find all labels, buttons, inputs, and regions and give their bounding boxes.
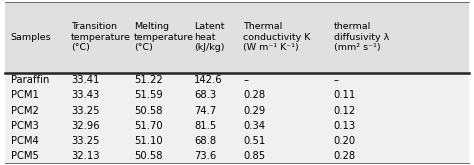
Text: 51.59: 51.59: [134, 90, 163, 100]
Text: 0.51: 0.51: [243, 136, 265, 146]
Text: 33.25: 33.25: [71, 136, 100, 146]
Bar: [5, 88, 469, 103]
Bar: [5, 73, 469, 88]
Bar: [5, 148, 469, 163]
Text: –: –: [243, 75, 248, 85]
Text: 0.28: 0.28: [334, 151, 356, 161]
Text: 33.43: 33.43: [71, 90, 100, 100]
Text: 51.22: 51.22: [134, 75, 163, 85]
Text: 68.8: 68.8: [194, 136, 217, 146]
Text: 73.6: 73.6: [194, 151, 217, 161]
Text: 51.70: 51.70: [134, 121, 163, 131]
Text: Samples: Samples: [11, 33, 51, 42]
Text: 0.34: 0.34: [243, 121, 265, 131]
Text: 68.3: 68.3: [194, 90, 217, 100]
Text: 0.85: 0.85: [243, 151, 265, 161]
Bar: [5, 103, 469, 118]
Text: 81.5: 81.5: [194, 121, 217, 131]
Text: 50.58: 50.58: [134, 151, 163, 161]
Text: PCM2: PCM2: [11, 106, 39, 116]
Text: Paraffin: Paraffin: [11, 75, 49, 85]
Text: 32.13: 32.13: [71, 151, 100, 161]
Text: 0.12: 0.12: [334, 106, 356, 116]
Text: 0.28: 0.28: [243, 90, 265, 100]
Text: thermal
diffusivity λ
(mm² s⁻¹): thermal diffusivity λ (mm² s⁻¹): [334, 22, 389, 52]
Text: PCM3: PCM3: [11, 121, 38, 131]
Text: 0.11: 0.11: [334, 90, 356, 100]
Bar: [5, 118, 469, 133]
Text: Thermal
conductivity K
(W m⁻¹ K⁻¹): Thermal conductivity K (W m⁻¹ K⁻¹): [243, 22, 310, 52]
Bar: [5, 2, 469, 73]
Bar: [5, 133, 469, 148]
Text: 74.7: 74.7: [194, 106, 217, 116]
Text: Melting
temperature
(°C): Melting temperature (°C): [134, 22, 194, 52]
Text: 32.96: 32.96: [71, 121, 100, 131]
Text: 50.58: 50.58: [134, 106, 163, 116]
Text: 51.10: 51.10: [134, 136, 163, 146]
Text: 33.41: 33.41: [71, 75, 100, 85]
Text: 0.20: 0.20: [334, 136, 356, 146]
Text: PCM1: PCM1: [11, 90, 39, 100]
Text: PCM4: PCM4: [11, 136, 38, 146]
Text: PCM5: PCM5: [11, 151, 39, 161]
Text: Transition
temperature
(°C): Transition temperature (°C): [71, 22, 131, 52]
Text: 0.13: 0.13: [334, 121, 356, 131]
Text: –: –: [334, 75, 338, 85]
Text: 0.29: 0.29: [243, 106, 265, 116]
Text: 33.25: 33.25: [71, 106, 100, 116]
Text: 142.6: 142.6: [194, 75, 223, 85]
Text: Latent
heat
(kJ/kg): Latent heat (kJ/kg): [194, 22, 225, 52]
